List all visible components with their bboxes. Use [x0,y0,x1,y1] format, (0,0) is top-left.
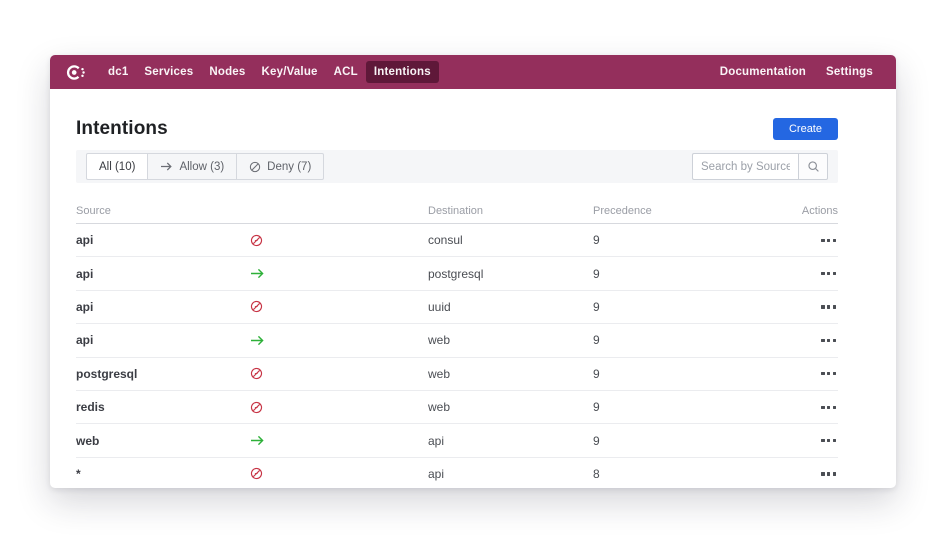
intention-source: * [76,466,81,481]
header-actions: Actions [801,205,838,217]
intention-source: api [76,333,94,348]
table-row[interactable]: * api 8 [76,458,838,488]
deny-icon [250,300,263,313]
intention-destination: api [428,433,445,448]
table-row[interactable]: api uuid 9 [76,291,838,325]
deny-icon [249,161,261,173]
row-actions-button[interactable] [819,235,838,246]
header-precedence: Precedence [593,205,652,217]
intention-destination: consul [428,233,463,248]
deny-icon [250,367,263,380]
arrow-right-icon [160,161,173,172]
intention-precedence: 9 [593,233,600,248]
allow-arrow-icon [250,434,265,447]
intention-source: api [76,266,94,281]
intention-precedence: 9 [593,333,600,348]
intention-precedence: 9 [593,299,600,314]
deny-icon [250,401,263,414]
row-actions-button[interactable] [819,268,838,279]
search-button[interactable] [798,153,828,180]
intention-source: postgresql [76,366,138,381]
filter-tab-deny[interactable]: Deny (7) [236,153,325,180]
main-content: Intentions Create All (10) Allow (3) [50,118,896,488]
nav-item-settings[interactable]: Settings [826,66,873,78]
row-actions-button[interactable] [819,335,838,346]
allow-arrow-icon [250,334,265,347]
intention-source: api [76,233,94,248]
row-actions-button[interactable] [819,468,838,479]
intention-precedence: 9 [593,266,600,281]
nav-item-nodes[interactable]: Nodes [209,66,246,78]
row-actions-button[interactable] [819,301,838,312]
intention-precedence: 8 [593,466,600,481]
intentions-table-body: api consul 9 api postgresql 9 [76,224,838,488]
table-header-row: Source Destination Precedence Actions [76,199,838,224]
header-source: Source [76,205,111,217]
nav-item-intentions[interactable]: Intentions [365,61,439,83]
nav-item-services[interactable]: Services [144,66,194,78]
intention-precedence: 9 [593,366,600,381]
page-title: Intentions [76,118,168,139]
intention-source: web [76,433,100,448]
table-row[interactable]: api consul 9 [76,224,838,258]
intentions-table: Source Destination Precedence Actions ap… [76,199,838,488]
search-control [692,153,828,180]
filter-tab-allow-label: Allow (3) [179,160,225,173]
row-actions-button[interactable] [819,435,838,446]
table-row[interactable]: postgresql web 9 [76,358,838,391]
intention-source: redis [76,400,105,415]
row-actions-button[interactable] [819,368,838,379]
deny-icon [250,467,263,480]
filter-toolbar: All (10) Allow (3) Deny (7) [76,150,838,183]
nav-item-key-value[interactable]: Key/Value [261,66,318,78]
intention-destination: postgresql [428,266,484,281]
nav-item-acl[interactable]: ACL [333,66,358,78]
table-row[interactable]: redis web 9 [76,391,838,425]
filter-tab-allow[interactable]: Allow (3) [147,153,238,180]
create-button[interactable]: Create [772,118,838,140]
header-destination: Destination [428,205,484,217]
nav-item-documentation[interactable]: Documentation [719,66,807,78]
top-nav: dc1 Services Nodes Key/Value ACL Intenti… [50,55,896,89]
intention-precedence: 9 [593,433,600,448]
intention-destination: api [428,466,445,481]
filter-tab-all-label: All (10) [99,160,136,173]
filter-tab-all[interactable]: All (10) [86,153,149,180]
consul-logo-icon[interactable] [65,62,86,83]
search-icon [807,160,820,173]
row-actions-button[interactable] [819,402,838,413]
nav-dc-selector[interactable]: dc1 [108,66,129,78]
intention-source: api [76,299,94,314]
table-row[interactable]: api postgresql 9 [76,257,838,291]
intention-destination: web [428,366,451,381]
title-bar: Intentions Create [76,118,838,140]
intention-precedence: 9 [593,400,600,415]
deny-icon [250,234,263,247]
search-input[interactable] [692,153,798,180]
table-row[interactable]: api web 9 [76,324,838,358]
filter-tab-deny-label: Deny (7) [267,160,312,173]
table-row[interactable]: web api 9 [76,424,838,458]
app-window: dc1 Services Nodes Key/Value ACL Intenti… [50,55,896,488]
intention-destination: web [428,333,451,348]
filter-tabs: All (10) Allow (3) Deny (7) [86,153,325,180]
intention-destination: uuid [428,299,451,314]
allow-arrow-icon [250,267,265,280]
intention-destination: web [428,400,451,415]
